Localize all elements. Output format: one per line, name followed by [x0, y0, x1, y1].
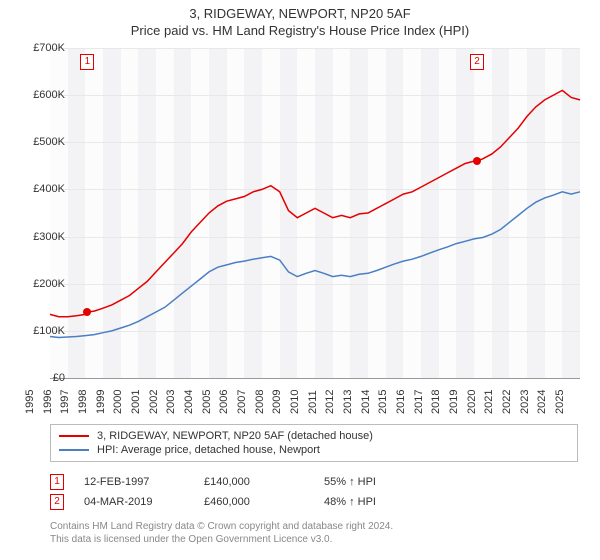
- x-axis-tick-label: 2018: [430, 390, 442, 414]
- legend-swatch: [59, 435, 89, 437]
- legend-swatch: [59, 449, 89, 451]
- transaction-marker-point: [83, 308, 91, 316]
- x-axis-tick-label: 2002: [148, 390, 160, 414]
- legend-label: HPI: Average price, detached house, Newp…: [97, 444, 320, 456]
- y-axis-tick-label: £300K: [5, 231, 65, 243]
- x-axis-tick-label: 2009: [271, 390, 283, 414]
- transaction-rows: 1 12-FEB-1997£140,00055% ↑ HPI 2 04-MAR-201…: [50, 470, 444, 514]
- x-axis-tick-label: 2003: [165, 390, 177, 414]
- x-axis-tick-label: 2013: [342, 390, 354, 414]
- chart-container: 3, RIDGEWAY, NEWPORT, NP20 5AF Price pai…: [0, 0, 600, 560]
- footer-attribution: Contains HM Land Registry data © Crown c…: [50, 520, 393, 546]
- x-axis-tick-label: 2024: [536, 390, 548, 414]
- x-axis-tick-label: 2023: [519, 390, 531, 414]
- x-axis-tick-label: 2004: [183, 390, 195, 414]
- x-axis-tick-label: 2001: [130, 390, 142, 414]
- x-axis-tick-label: 2012: [324, 390, 336, 414]
- transaction-hpi-delta: 48% ↑ HPI: [324, 496, 444, 508]
- transaction-marker-point: [473, 157, 481, 165]
- x-axis-tick-label: 2000: [112, 390, 124, 414]
- chart-title: 3, RIDGEWAY, NEWPORT, NP20 5AF: [0, 0, 600, 21]
- x-axis-tick-label: 2020: [466, 390, 478, 414]
- y-axis-tick-label: £400K: [5, 183, 65, 195]
- legend-item: HPI: Average price, detached house, Newp…: [59, 443, 569, 457]
- x-axis-tick-label: 2011: [307, 390, 319, 414]
- x-axis-tick-label: 1998: [77, 390, 89, 414]
- x-axis-tick-label: 1996: [42, 390, 54, 414]
- transaction-hpi-delta: 55% ↑ HPI: [324, 476, 444, 488]
- transaction-date: 04-MAR-2019: [84, 496, 204, 508]
- x-axis-tick-label: 1999: [95, 390, 107, 414]
- footer-line: This data is licensed under the Open Gov…: [50, 533, 393, 546]
- x-axis-tick-label: 2022: [501, 390, 513, 414]
- x-axis-tick-label: 2016: [395, 390, 407, 414]
- y-axis-tick-label: £700K: [5, 42, 65, 54]
- x-axis-tick-label: 2010: [289, 390, 301, 414]
- series-line-hpi: [50, 192, 580, 338]
- y-axis-tick-label: £0: [5, 372, 65, 384]
- y-axis-tick-label: £200K: [5, 278, 65, 290]
- transaction-marker-badge: 2: [50, 494, 64, 510]
- legend-label: 3, RIDGEWAY, NEWPORT, NP20 5AF (detached…: [97, 430, 373, 442]
- x-axis-tick-label: 2005: [201, 390, 213, 414]
- x-axis-tick-label: 1995: [24, 390, 36, 414]
- transaction-marker-label: 2: [470, 54, 484, 70]
- x-axis-tick-label: 2021: [483, 390, 495, 414]
- legend: 3, RIDGEWAY, NEWPORT, NP20 5AF (detached…: [50, 424, 578, 462]
- x-axis-tick-label: 2007: [236, 390, 248, 414]
- x-axis-tick-label: 2017: [413, 390, 425, 414]
- x-axis-tick-label: 1997: [59, 390, 71, 414]
- y-axis-tick-label: £500K: [5, 136, 65, 148]
- x-axis-tick-label: 2025: [554, 390, 566, 414]
- transaction-date: 12-FEB-1997: [84, 476, 204, 488]
- x-axis-tick-label: 2008: [254, 390, 266, 414]
- series-line-price_paid: [50, 90, 580, 316]
- transaction-row: 2 04-MAR-2019£460,00048% ↑ HPI: [50, 494, 444, 510]
- transaction-price: £460,000: [204, 496, 324, 508]
- x-axis-tick-label: 2014: [360, 390, 372, 414]
- x-axis-tick-label: 2015: [377, 390, 389, 414]
- x-axis-tick-label: 2019: [448, 390, 460, 414]
- footer-line: Contains HM Land Registry data © Crown c…: [50, 520, 393, 533]
- x-axis-tick-label: 2006: [218, 390, 230, 414]
- transaction-row: 1 12-FEB-1997£140,00055% ↑ HPI: [50, 474, 444, 490]
- chart-lines: [50, 48, 580, 378]
- transaction-price: £140,000: [204, 476, 324, 488]
- chart-subtitle: Price paid vs. HM Land Registry's House …: [0, 21, 600, 42]
- transaction-marker-badge: 1: [50, 474, 64, 490]
- legend-item: 3, RIDGEWAY, NEWPORT, NP20 5AF (detached…: [59, 429, 569, 443]
- y-axis-tick-label: £100K: [5, 325, 65, 337]
- transaction-marker-label: 1: [80, 54, 94, 70]
- y-axis-tick-label: £600K: [5, 89, 65, 101]
- plot-area: 12: [50, 48, 580, 379]
